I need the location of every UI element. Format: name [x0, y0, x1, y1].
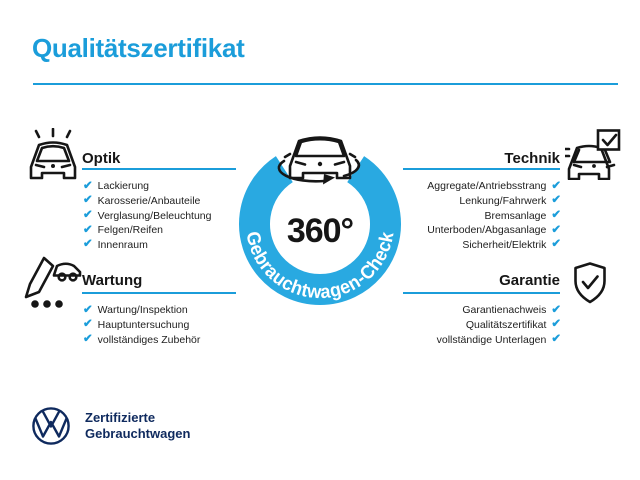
- car-front-shine-icon: [29, 128, 77, 180]
- checkmark-icon: ✔: [83, 332, 93, 345]
- checkmark-icon: ✔: [551, 179, 561, 192]
- section-rule-optik: [82, 168, 236, 170]
- check-item: ✔ Verglasung/Beleuchtung: [83, 208, 211, 223]
- check-item: ✔ Hauptuntersuchung: [83, 318, 200, 333]
- checklist-optik: ✔ Lackierung ✔ Karosserie/Anbauteile ✔ Vergla…: [83, 179, 211, 252]
- checkmark-icon: ✔: [551, 194, 561, 207]
- car-checkbox-icon: [565, 129, 621, 180]
- section-heading-optik: Optik: [82, 150, 121, 167]
- checkmark-icon: ✔: [83, 223, 93, 236]
- check-item-label: Bremsanlage: [484, 209, 547, 222]
- check-item-label: Unterboden/Abgasanlage: [427, 224, 547, 237]
- check-item: ✔ Qualitätszertifikat: [466, 318, 561, 333]
- check-item-label: vollständiges Zubehör: [97, 333, 201, 346]
- checkmark-icon: ✔: [83, 208, 93, 221]
- section-rule-garantie: [403, 292, 560, 294]
- check-item-label: Verglasung/Beleuchtung: [97, 209, 212, 222]
- checkmark-icon: ✔: [551, 223, 561, 236]
- section-heading-wartung: Wartung: [82, 272, 143, 289]
- check-item: ✔ Felgen/Reifen: [83, 223, 211, 238]
- footer-claim-line2: Gebrauchtwagen: [85, 425, 191, 441]
- checkmark-icon: ✔: [551, 238, 561, 251]
- section-heading-garantie: Garantie: [499, 272, 560, 289]
- shield-check-icon: [574, 262, 606, 304]
- check-item-label: Lackierung: [97, 180, 150, 193]
- check-item-label: Hauptuntersuchung: [97, 319, 190, 332]
- checkmark-icon: ✔: [83, 303, 93, 316]
- check-item-label: Sicherheit/Elektrik: [462, 239, 547, 252]
- check-item: ✔ Garantienachweis: [462, 303, 561, 318]
- check-item-label: Innenraum: [97, 239, 148, 252]
- check-item-label: Aggregate/Antriebsstrang: [427, 180, 547, 193]
- checkmark-icon: ✔: [83, 194, 93, 207]
- checkmark-icon: ✔: [551, 332, 561, 345]
- check-item: ✔ vollständige Unterlagen: [437, 332, 561, 347]
- check-item: ✔ Aggregate/Antriebsstrang: [427, 179, 561, 194]
- check-item-label: vollständige Unterlagen: [436, 333, 547, 346]
- checkmark-icon: ✔: [551, 318, 561, 331]
- check-item-label: Lenkung/Fahrwerk: [459, 195, 547, 208]
- check-item: ✔ Lackierung: [83, 179, 211, 194]
- check-item: ✔ Sicherheit/Elektrik: [462, 238, 561, 253]
- footer-claim-line1: Zertifizierte: [85, 410, 156, 425]
- vw-logo: [32, 407, 70, 445]
- check-item-label: Wartung/Inspektion: [97, 304, 188, 317]
- check-item-label: Qualitätszertifikat: [465, 319, 547, 332]
- check-item: ✔ Wartung/Inspektion: [83, 303, 200, 318]
- checklist-wartung: ✔ Wartung/Inspektion ✔ Hauptuntersuchung ✔ vo…: [83, 303, 200, 347]
- check-item-label: Felgen/Reifen: [97, 224, 164, 237]
- title-divider: [33, 83, 618, 85]
- degree-label: 360°: [287, 212, 354, 250]
- check-item: ✔ Unterboden/Abgasanlage: [427, 223, 561, 238]
- checkmark-icon: ✔: [551, 303, 561, 316]
- check-item: ✔ Karosserie/Anbauteile: [83, 194, 211, 209]
- checkmark-icon: ✔: [551, 208, 561, 221]
- section-rule-wartung: [82, 292, 236, 294]
- ring-shape: [239, 156, 401, 305]
- section-heading-technik: Technik: [504, 150, 560, 167]
- check-item: ✔ vollständiges Zubehör: [83, 332, 200, 347]
- rotating-car-icon: [277, 136, 361, 185]
- check-item-label: Karosserie/Anbauteile: [97, 195, 201, 208]
- checkmark-icon: ✔: [83, 318, 93, 331]
- footer-claim: Zertifizierte Gebrauchtwagen: [85, 410, 190, 441]
- page-title: Qualitätszertifikat: [32, 33, 245, 63]
- pencil-checklist-icon: [24, 256, 82, 308]
- checklist-technik: ✔ Aggregate/Antriebsstrang ✔ Lenkung/Fahrwe…: [427, 179, 561, 252]
- check-item: ✔ Lenkung/Fahrwerk: [459, 194, 561, 209]
- check-item: ✔ Innenraum: [83, 238, 211, 253]
- checklist-garantie: ✔ Garantienachweis ✔ Qualitätszertifikat ✔ vo…: [437, 303, 561, 347]
- 360-check-badge: Gebrauchtwagen-Check 360°: [239, 136, 401, 305]
- checkmark-icon: ✔: [83, 238, 93, 251]
- check-item-label: Garantienachweis: [462, 304, 547, 317]
- checkmark-icon: ✔: [83, 179, 93, 192]
- check-item: ✔ Bremsanlage: [484, 208, 561, 223]
- section-rule-technik: [403, 168, 560, 170]
